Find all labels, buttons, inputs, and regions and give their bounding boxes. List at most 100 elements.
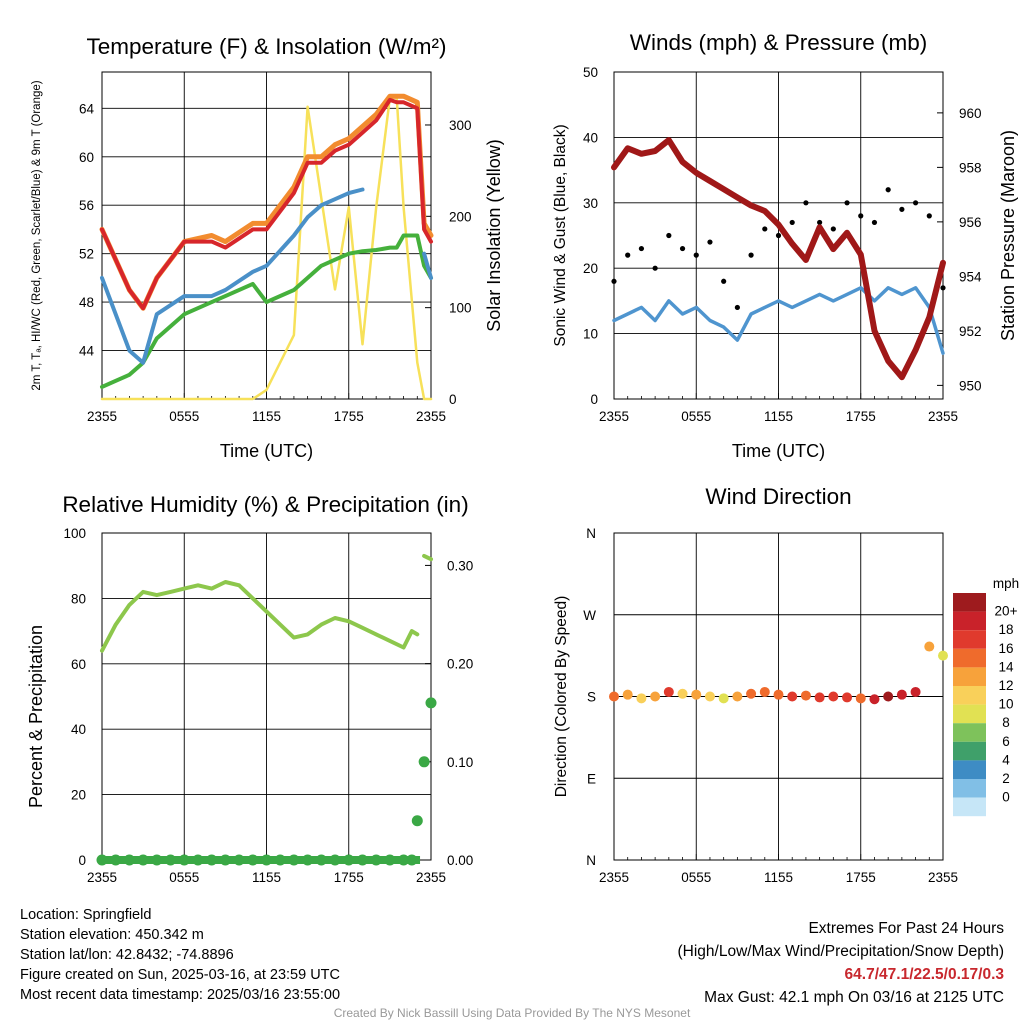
y-tick-label: W: [583, 608, 596, 623]
y2-axis-label: Station Pressure (Maroon): [998, 130, 1018, 341]
gust-point: [871, 219, 878, 226]
direction-point: [869, 694, 880, 705]
direction-point: [609, 691, 619, 702]
extremes-title: Extremes For Past 24 Hours: [808, 920, 1004, 937]
gust-point: [611, 278, 617, 284]
y2-tick-label: 300: [449, 118, 472, 133]
y2-tick-label: 0.10: [447, 755, 473, 770]
y2-tick-label: 954: [959, 269, 982, 284]
direction-point: [910, 686, 921, 697]
colorbar-label: 6: [1002, 734, 1010, 749]
y-tick-label: 80: [71, 591, 86, 606]
location-label: Location: Springfield: [20, 907, 152, 923]
x-tick-label: 2355: [599, 870, 629, 885]
direction-point: [691, 689, 702, 700]
x-tick-label: 1155: [764, 409, 793, 424]
y-tick-label: 64: [79, 101, 95, 116]
heat-index-line: [100, 187, 433, 365]
y-tick-label: S: [587, 690, 596, 705]
colorbar-label: 14: [998, 659, 1014, 674]
colorbar-label: 16: [998, 641, 1013, 656]
y2-tick-label: 952: [959, 324, 982, 339]
direction-point: [814, 692, 825, 703]
colorbar-label: 10: [998, 697, 1013, 712]
x-tick-label: 2355: [416, 870, 446, 885]
gust-point: [652, 265, 658, 271]
colorbar-swatch: [953, 686, 986, 705]
extremes-description: (High/Low/Max Wind/Precipitation/Snow De…: [677, 943, 1005, 960]
chart-title: Wind Direction: [705, 484, 851, 509]
direction-point: [896, 689, 907, 700]
colorbar-label: 0: [1002, 790, 1010, 805]
latlon-label: Station lat/lon: 42.8432; -74.8896: [20, 947, 234, 963]
y2-tick-label: 100: [449, 301, 472, 316]
direction-point: [636, 693, 647, 704]
direction-point: [883, 691, 894, 702]
station-info: Location: Springfield Station elevation:…: [20, 905, 340, 1005]
direction-point: [746, 688, 757, 699]
colorbar-label: 8: [1002, 715, 1010, 730]
gust-point: [748, 252, 754, 258]
x-tick-label: 2355: [416, 409, 446, 424]
direction-point: [828, 691, 839, 702]
gust-point: [666, 232, 672, 239]
y-tick-label: 60: [79, 150, 94, 165]
direction-point: [759, 686, 770, 697]
x-tick-label: 1155: [764, 870, 793, 885]
direction-point: [704, 691, 715, 702]
y-axis-label: Direction (Colored By Speed): [553, 596, 570, 798]
y-tick-label: 60: [71, 657, 86, 672]
precip-point: [418, 756, 430, 768]
colorbar-label: 12: [998, 678, 1013, 693]
colorbar-label: 20+: [995, 604, 1018, 619]
y-tick-label: 30: [583, 196, 598, 211]
chart-title: Temperature (F) & Insolation (W/m²): [86, 34, 446, 59]
direction-point: [938, 650, 948, 661]
y2-tick-label: 200: [449, 209, 472, 224]
y-tick-label: 40: [583, 130, 598, 145]
direction-point: [650, 691, 661, 702]
y-tick-label: 56: [79, 198, 94, 213]
y-axis-label: 2m T, Tₐ, HI/WC (Red, Green, Scarlet/Blu…: [31, 80, 43, 390]
insolation-line: [100, 96, 433, 401]
precip-point: [425, 697, 437, 709]
direction-point: [855, 693, 866, 704]
extremes-values: 64.7/47.1/22.5/0.17/0.3: [844, 966, 1004, 983]
y-tick-label: 40: [71, 722, 86, 737]
y2-tick-label: 0.30: [447, 558, 473, 573]
gust-point: [817, 219, 823, 226]
colorbar-swatch: [953, 611, 986, 631]
sonic-wind-line: [612, 286, 945, 355]
x-tick-label: 1755: [334, 409, 364, 424]
gust-point: [926, 213, 932, 219]
gust-point: [625, 252, 631, 258]
colorbar-swatch: [953, 797, 986, 817]
colorbar-swatch: [953, 648, 986, 668]
direction-point: [842, 692, 853, 703]
colorbar-title: mph: [993, 576, 1019, 591]
extremes-info: Extremes For Past 24 Hours (High/Low/Max…: [678, 917, 1005, 1009]
gust-point: [844, 200, 850, 206]
x-tick-label: 0555: [681, 870, 711, 885]
colorbar-swatch: [953, 593, 986, 612]
gust-point: [899, 206, 905, 212]
y-tick-label: 100: [63, 526, 86, 541]
gust-point: [679, 245, 686, 252]
direction-point: [800, 690, 811, 701]
x-tick-label: 1155: [252, 409, 281, 424]
y2-tick-label: 0: [449, 392, 457, 407]
colorbar-swatch: [953, 723, 986, 742]
gust-point: [858, 213, 864, 219]
y-tick-label: 10: [583, 327, 598, 342]
chart-title: Winds (mph) & Pressure (mb): [630, 30, 928, 55]
gust-point: [775, 232, 782, 239]
y2-axis-label: Solar Insolation (Yellow): [484, 139, 504, 331]
colorbar-swatch: [953, 630, 986, 649]
direction-point: [677, 688, 688, 699]
direction-point: [663, 686, 674, 697]
y-tick-label: 52: [79, 247, 94, 262]
x-tick-label: 1755: [846, 409, 876, 424]
y-tick-label: N: [586, 526, 596, 541]
colorbar-swatch: [953, 704, 986, 724]
